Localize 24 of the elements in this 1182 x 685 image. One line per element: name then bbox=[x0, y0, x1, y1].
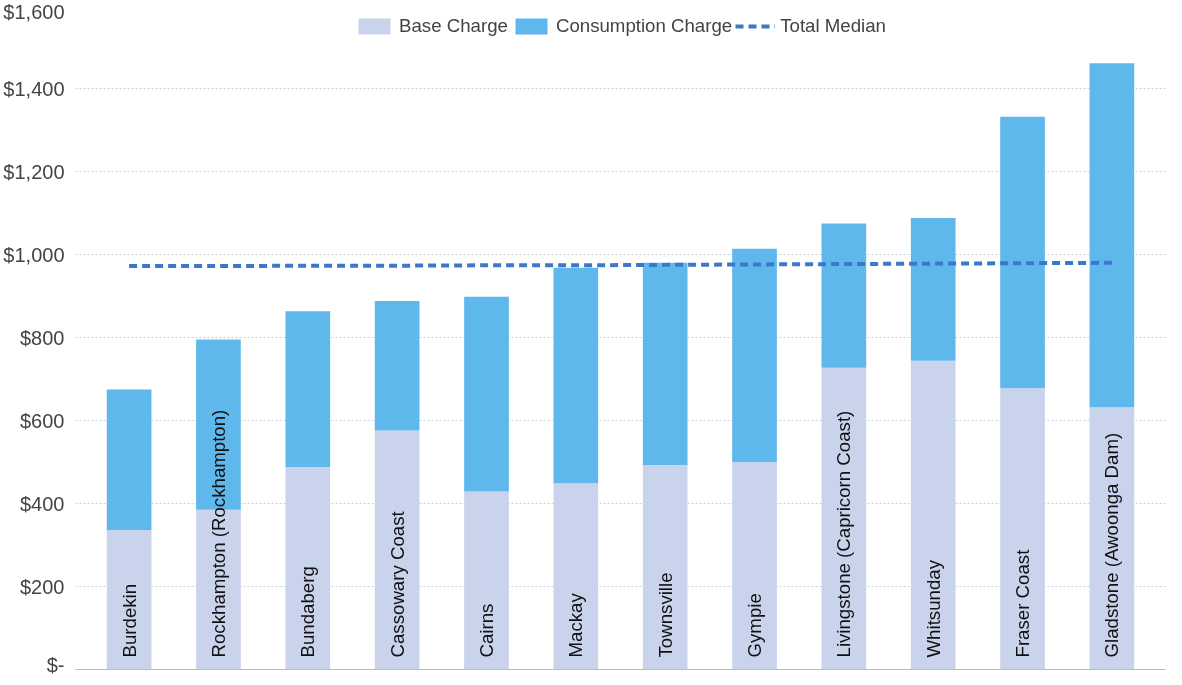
legend-label: Consumption Charge bbox=[555, 15, 733, 37]
x-tick-label: Burdekin bbox=[118, 583, 140, 658]
x-tick-label: Cairns bbox=[475, 603, 497, 658]
x-tick-label: Gladstone (Awoonga Dam) bbox=[1101, 432, 1123, 658]
x-tick-label: Bundaberg bbox=[297, 566, 319, 658]
y-tick-label: $1,600 bbox=[3, 0, 65, 23]
x-tick-label: Rockhampton (Rockhampton) bbox=[207, 409, 229, 658]
x-tick-label: Gympie bbox=[744, 593, 766, 658]
x-tick-label: Townsville bbox=[654, 572, 676, 658]
x-tick-label: Whitsunday bbox=[922, 559, 944, 658]
y-tick-label: $1,400 bbox=[3, 77, 65, 100]
y-tick-label: $600 bbox=[20, 409, 65, 432]
x-tick-label: Mackay bbox=[565, 592, 587, 658]
x-tick-label: Cassowary Coast bbox=[386, 510, 408, 658]
legend-label: Base Charge bbox=[399, 15, 508, 37]
x-tick-label: Livingstone (Capricorn Coast) bbox=[833, 410, 855, 658]
y-tick-label: $1,000 bbox=[3, 243, 65, 266]
y-tick-label: $400 bbox=[20, 492, 65, 515]
y-tick-label: $1,200 bbox=[3, 160, 65, 183]
x-tick-label: Fraser Coast bbox=[1012, 548, 1034, 658]
y-tick-label: $- bbox=[46, 653, 65, 676]
y-tick-label: $200 bbox=[20, 575, 65, 598]
legend-label: Total Median bbox=[780, 15, 886, 37]
y-tick-label: $800 bbox=[20, 326, 65, 349]
